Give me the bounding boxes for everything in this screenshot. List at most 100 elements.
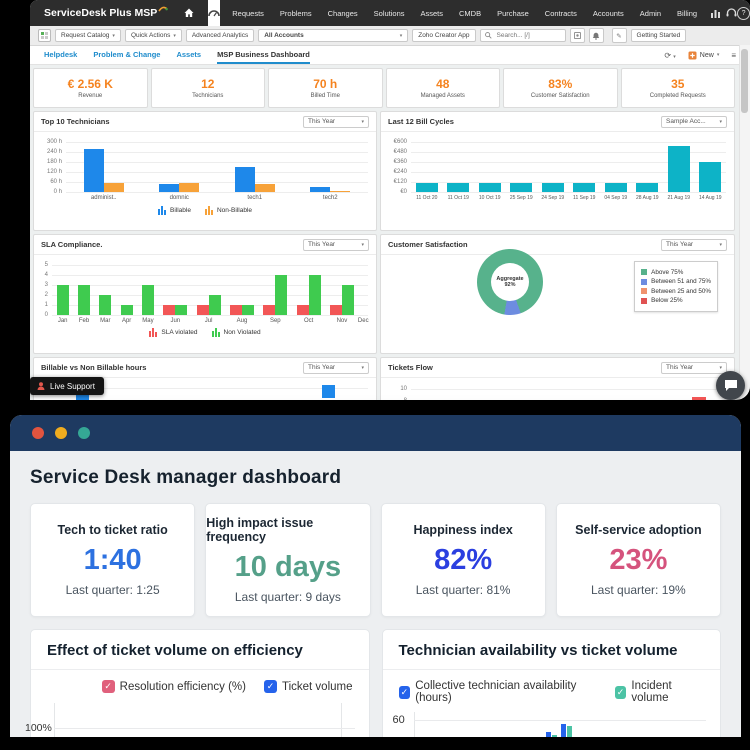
search-input[interactable]: [494, 31, 557, 40]
bar-non-violated[interactable]: [241, 305, 254, 315]
panel-filter-select[interactable]: This Year ▾: [303, 361, 369, 374]
nav-item-problems[interactable]: Problems: [279, 8, 312, 18]
bar-incident[interactable]: [551, 735, 557, 737]
bar-billed-amount[interactable]: [667, 146, 690, 192]
bar-non-billable[interactable]: [254, 184, 275, 192]
nav-item-changes[interactable]: Changes: [327, 8, 358, 18]
legend-checkbox[interactable]: ✓: [101, 680, 115, 693]
bar-billable[interactable]: [159, 184, 180, 192]
bar-non-billable[interactable]: [330, 190, 351, 192]
quick-actions-button[interactable]: Quick Actions ▾: [124, 29, 182, 42]
bar-non-billable[interactable]: [103, 183, 124, 192]
home-icon[interactable]: [184, 8, 194, 18]
bar-sla-violated[interactable]: [263, 305, 276, 315]
apps-grid-icon[interactable]: [569, 28, 585, 43]
legend-checkbox[interactable]: ✓: [614, 685, 627, 699]
bar-billable[interactable]: [83, 148, 104, 192]
getting-started-button[interactable]: Getting Started: [630, 29, 687, 42]
legend-item-non-violated[interactable]: Non Violated: [211, 328, 261, 337]
tab-dashboard-active[interactable]: [208, 0, 221, 26]
bar-billed-amount[interactable]: [415, 183, 438, 192]
legend-item-billable[interactable]: Billable: [157, 206, 191, 215]
bar-availability[interactable]: [560, 724, 566, 737]
bar-incident[interactable]: [566, 726, 572, 737]
legend-item-between-25-and-50[interactable]: Between 25 and 50%: [641, 288, 711, 295]
bar-sla-violated[interactable]: [163, 305, 176, 315]
nav-item-admin[interactable]: Admin: [639, 8, 662, 18]
app-logo[interactable]: ServiceDesk Plus MSP: [44, 6, 169, 19]
legend-item-below-25[interactable]: Below 25%: [641, 297, 711, 304]
panel-filter-select[interactable]: Sample Acc... ▾: [661, 115, 727, 128]
nav-item-solutions[interactable]: Solutions: [373, 8, 405, 18]
window-dot-red[interactable]: [32, 427, 44, 439]
bar-non-violated[interactable]: [77, 285, 90, 315]
recent-items-icon[interactable]: [38, 29, 51, 42]
headset-icon[interactable]: [726, 8, 737, 18]
tab-msp-business-dashboard[interactable]: MSP Business Dashboard: [217, 46, 310, 64]
live-support-badge[interactable]: Live Support: [30, 377, 104, 395]
bar-billed-amount[interactable]: [636, 183, 659, 192]
chat-bubble-button[interactable]: [716, 371, 745, 400]
nav-item-cmdb[interactable]: CMDB: [459, 8, 482, 18]
bar-billed-amount[interactable]: [541, 183, 564, 192]
global-search[interactable]: [479, 29, 566, 42]
bar-non-violated[interactable]: [208, 295, 221, 315]
nav-item-requests[interactable]: Requests: [232, 8, 264, 18]
panel-menu-icon[interactable]: ≡: [731, 50, 736, 60]
nav-item-purchase[interactable]: Purchase: [497, 8, 529, 18]
bar-billed-amount[interactable]: [573, 183, 596, 192]
panel-filter-select[interactable]: This Year ▾: [303, 238, 369, 251]
window-dot-yellow[interactable]: [55, 427, 67, 439]
vertical-scrollbar[interactable]: [739, 45, 750, 400]
bar-billable[interactable]: [234, 167, 255, 192]
accounts-select[interactable]: All Accounts ▾: [258, 29, 409, 42]
bar-billed-amount[interactable]: [478, 183, 501, 192]
legend-item-above-75[interactable]: Above 75%: [641, 269, 711, 276]
legend-item-incident-volume[interactable]: ✓ Incident volume: [614, 680, 704, 704]
bar-non-billable[interactable]: [179, 182, 200, 192]
bar-non-violated[interactable]: [120, 305, 133, 315]
bar-billed-amount[interactable]: [447, 183, 470, 192]
bar-sla-violated[interactable]: [196, 305, 209, 315]
help-icon[interactable]: ?: [737, 6, 750, 20]
advanced-analytics-button[interactable]: Advanced Analytics: [185, 29, 255, 42]
tab-assets[interactable]: Assets: [176, 49, 202, 59]
panel-filter-select[interactable]: This Year ▾: [303, 115, 369, 128]
request-catalog-button[interactable]: Request Catalog ▾: [55, 29, 121, 42]
bar-billable[interactable]: [310, 187, 331, 192]
bar-billable[interactable]: [322, 385, 336, 398]
legend-item-ticket-volume[interactable]: ✓ Ticket volume: [263, 680, 353, 693]
legend-item-sla-violated[interactable]: SLA violated: [149, 328, 198, 337]
announcement-bell-icon[interactable]: [588, 28, 604, 43]
bar-billed-amount[interactable]: [510, 183, 533, 192]
bar-non-violated[interactable]: [308, 275, 321, 315]
tab-helpdesk[interactable]: Helpdesk: [44, 49, 78, 59]
bar-billed-amount[interactable]: [699, 162, 722, 192]
bar-non-violated[interactable]: [175, 305, 188, 315]
legend-checkbox[interactable]: ✓: [263, 680, 277, 693]
bar-non-violated[interactable]: [56, 285, 69, 315]
bar-billed-amount[interactable]: [604, 183, 627, 192]
reports-chart-icon[interactable]: [711, 9, 721, 18]
nav-item-billing[interactable]: Billing: [677, 8, 698, 18]
bar-sla-violated[interactable]: [229, 305, 242, 315]
scrollbar-thumb[interactable]: [741, 49, 748, 113]
legend-item-between-51-and-75[interactable]: Between 51 and 75%: [641, 278, 711, 285]
window-dot-teal[interactable]: [78, 427, 90, 439]
legend-item-non-billable[interactable]: Non-Billable: [204, 206, 252, 215]
legend-item-resolution-efficiency[interactable]: ✓ Resolution efficiency (%): [101, 680, 246, 693]
legend-checkbox[interactable]: ✓: [398, 685, 411, 699]
refresh-button[interactable]: ⟳ ▾: [664, 50, 676, 60]
panel-filter-select[interactable]: This Year ▾: [661, 361, 727, 374]
bar-tickets[interactable]: [691, 397, 706, 400]
bar-sla-violated[interactable]: [296, 305, 309, 315]
bar-non-violated[interactable]: [141, 285, 154, 315]
zoho-creator-app-button[interactable]: Zoho Creator App: [412, 29, 476, 42]
tab-problem-change[interactable]: Problem & Change: [93, 49, 161, 59]
new-button[interactable]: New ▾: [688, 51, 719, 60]
legend-item-collective-technician-availability-hours[interactable]: ✓ Collective technician availability (hou…: [398, 680, 597, 704]
bar-non-violated[interactable]: [99, 295, 112, 315]
nav-item-accounts[interactable]: Accounts: [592, 8, 624, 18]
nav-item-assets[interactable]: Assets: [420, 8, 444, 18]
edit-pencil-icon[interactable]: ✎: [611, 28, 627, 43]
